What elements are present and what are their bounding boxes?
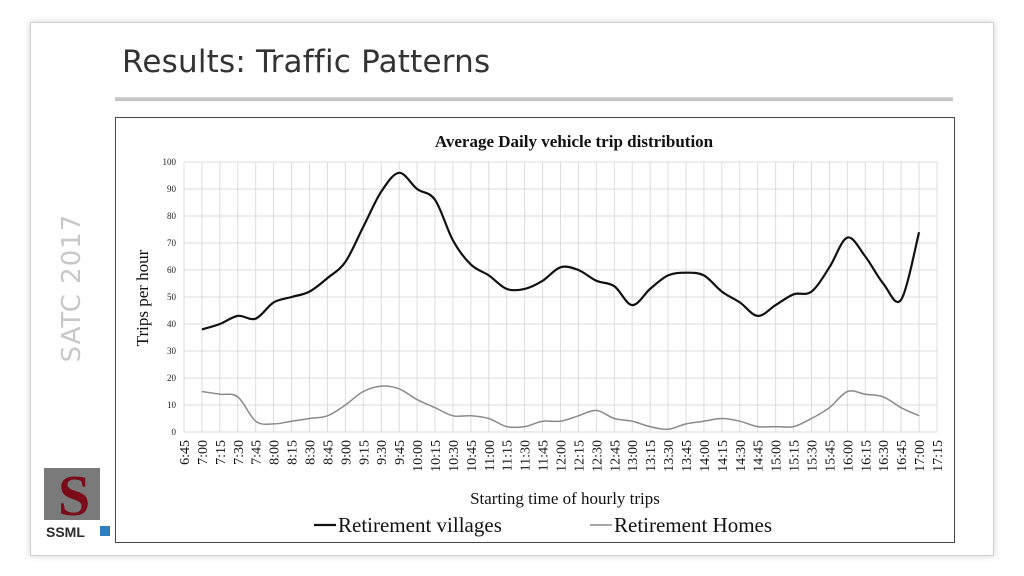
x-tick-label: 10:45 [465,440,480,472]
x-tick-label: 12:00 [555,440,570,472]
y-axis-label: Trips per hour [133,249,152,346]
x-tick-label: 17:15 [931,440,946,472]
x-tick-label: 8:15 [286,440,301,465]
chart-title: Average Daily vehicle trip distribution [435,132,714,151]
y-tick-label: 20 [167,373,177,383]
x-tick-label: 9:45 [393,440,408,465]
x-tick-label: 12:30 [590,440,605,472]
x-tick-label: 16:00 [841,440,856,472]
x-tick-label: 11:00 [483,440,498,471]
series-line-retirement-villages [201,171,921,331]
x-tick-label: 6:45 [178,440,193,465]
x-tick-label: 16:45 [895,440,910,472]
y-tick-label: 50 [167,292,177,302]
x-tick-label: 13:30 [662,440,677,472]
chart-container: Average Daily vehicle trip distribution … [115,117,955,543]
x-tick-label: 7:30 [232,440,247,465]
y-tick-label: 70 [167,238,177,248]
legend-retirement-villages-label: Retirement villages [338,513,502,537]
x-tick-label: 8:00 [268,440,283,465]
x-tick-label: 15:45 [823,440,838,472]
x-tick-label: 13:45 [680,440,695,472]
ssml-logo: S SSML [42,463,112,544]
x-tick-label: 11:30 [519,440,534,471]
trip-distribution-chart: Average Daily vehicle trip distribution … [133,132,946,537]
x-tick-label: 15:00 [770,440,785,472]
y-tick-label: 0 [172,427,177,437]
title-divider [115,97,953,101]
x-tick-label: 9:30 [375,440,390,465]
x-tick-label: 17:00 [913,440,928,472]
logo-mark-icon [100,526,110,536]
x-tick-label: 14:15 [716,440,731,472]
x-tick-label: 10:30 [447,440,462,472]
x-tick-label: 10:00 [411,440,426,472]
series-line-retirement-homes [201,385,920,431]
x-tick-label: 16:15 [859,440,874,472]
x-tick-label: 13:00 [626,440,641,472]
x-tick-label: 15:30 [806,440,821,472]
x-tick-label: 9:00 [339,440,354,465]
y-tick-label: 40 [167,319,177,329]
x-tick-label: 7:15 [214,440,229,465]
x-tick-label: 15:15 [788,440,803,472]
x-tick-label: 7:00 [196,440,211,465]
y-tick-label: 90 [167,184,177,194]
x-tick-label: 14:45 [752,440,767,472]
x-tick-label: 12:45 [608,440,623,472]
y-tick-label: 80 [167,211,177,221]
x-tick-label: 10:15 [429,440,444,472]
x-tick-label: 8:30 [304,440,319,465]
x-tick-label: 13:15 [644,440,659,472]
x-tick-label: 7:45 [250,440,265,465]
legend-retirement-homes-label: Retirement Homes [614,513,772,537]
x-tick-label: 8:45 [321,440,336,465]
logo-text: SSML [46,524,85,540]
x-tick-label: 16:30 [877,440,892,472]
x-tick-label: 14:00 [698,440,713,472]
x-tick-label: 11:15 [501,440,516,471]
conference-label: SATC 2017 [57,213,87,363]
y-tick-label: 100 [163,157,177,167]
x-tick-label: 12:15 [572,440,587,472]
y-tick-label: 30 [167,346,177,356]
x-axis-label: Starting time of hourly trips [470,489,660,508]
x-tick-label: 9:15 [357,440,372,465]
y-tick-label: 60 [167,265,177,275]
logo-s-emblem: S [44,463,100,528]
x-tick-label: 11:45 [537,440,552,471]
slide-title: Results: Traffic Patterns [122,44,491,80]
x-tick-label: 14:30 [734,440,749,472]
y-tick-label: 10 [167,400,177,410]
